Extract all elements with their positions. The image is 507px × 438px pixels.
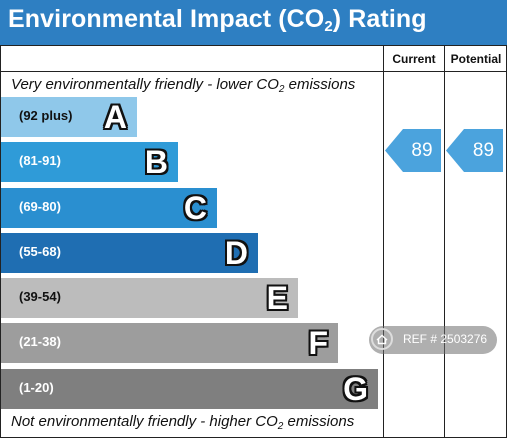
current-column-divider	[383, 45, 384, 437]
reference-watermark: REF # 2503276	[369, 326, 497, 354]
band-a: (92 plus) A	[1, 97, 137, 137]
top-caption: Very environmentally friendly - lower CO…	[11, 76, 356, 95]
potential-arrow-shape	[446, 129, 503, 172]
band-d-range: (55-68)	[19, 244, 61, 259]
band-c: (69-80) C	[1, 188, 217, 228]
band-g-letter: G	[343, 371, 368, 407]
potential-column-divider	[444, 45, 445, 437]
band-c-range: (69-80)	[19, 199, 61, 214]
potential-rating-value: 89	[472, 140, 495, 161]
band-g-range: (1-20)	[19, 380, 54, 395]
band-a-range: (92 plus)	[19, 108, 73, 123]
potential-column-header: Potential	[450, 52, 502, 66]
band-f-letter: F	[308, 325, 328, 361]
band-b-letter: B	[144, 144, 168, 180]
band-f: (21-38) F	[1, 323, 338, 363]
home-icon	[371, 328, 393, 350]
band-f-range: (21-38)	[19, 334, 61, 349]
band-b-range: (81-91)	[19, 153, 61, 168]
band-d-letter: D	[224, 235, 248, 271]
band-b: (81-91) B	[1, 142, 178, 182]
current-column-header: Current	[392, 52, 436, 66]
current-rating-arrow: 89	[385, 129, 441, 172]
rating-header: Environmental Impact (CO2) Rating	[0, 0, 507, 45]
current-arrow-shape	[385, 129, 441, 172]
potential-rating-arrow: 89	[446, 129, 503, 172]
reference-number: REF # 2503276	[403, 332, 488, 346]
band-e-letter: E	[266, 280, 288, 316]
page-title: Environmental Impact (CO2) Rating	[8, 5, 427, 35]
bottom-caption: Not environmentally friendly - higher CO…	[11, 413, 355, 432]
band-e: (39-54) E	[1, 278, 298, 318]
band-e-range: (39-54)	[19, 289, 61, 304]
band-d: (55-68) D	[1, 233, 258, 273]
column-header-divider	[0, 71, 507, 72]
band-a-letter: A	[103, 99, 127, 135]
band-c-letter: C	[183, 190, 207, 226]
current-rating-value: 89	[411, 140, 433, 161]
band-g: (1-20) G	[1, 369, 378, 409]
